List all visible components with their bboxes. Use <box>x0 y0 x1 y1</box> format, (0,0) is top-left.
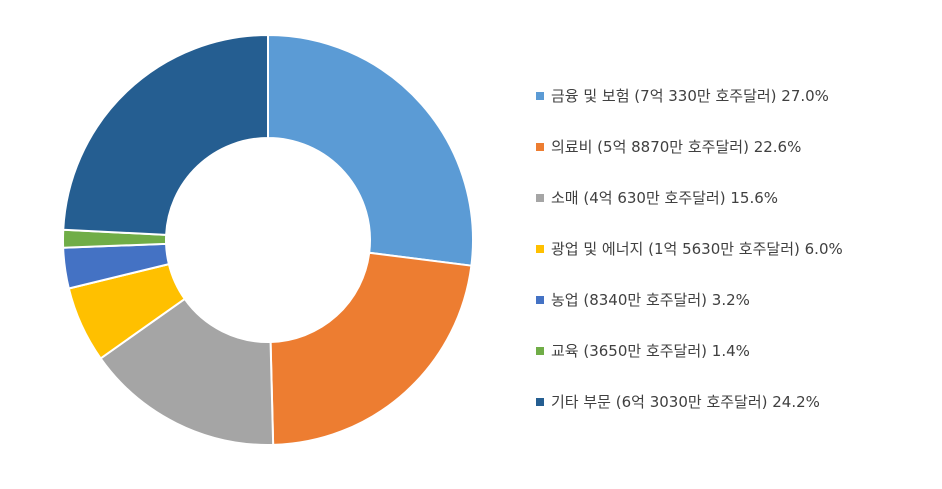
legend-item-finance: 금융 및 보험 (7억 330만 호주달러) 27.0% <box>536 70 936 121</box>
legend-swatch <box>536 91 544 100</box>
legend-item-education: 교육 (3650만 호주달러) 1.4% <box>536 325 936 376</box>
legend-swatch <box>536 397 544 406</box>
legend-label: 농업 (8340만 호주달러) 3.2% <box>551 291 750 309</box>
slice-retail <box>99 297 275 446</box>
legend-label: 광업 및 에너지 (1억 5630만 호주달러) 6.0% <box>551 240 843 258</box>
legend-item-other: 기타 부문 (6억 3030만 호주달러) 24.2% <box>536 376 936 427</box>
legend-item-medical: 의료비 (5억 8870만 호주달러) 22.6% <box>536 121 936 172</box>
legend-swatch <box>536 295 544 304</box>
legend-label: 의료비 (5억 8870만 호주달러) 22.6% <box>551 138 802 156</box>
legend-item-retail: 소매 (4억 630만 호주달러) 15.6% <box>536 172 936 223</box>
legend-label: 교육 (3650만 호주달러) 1.4% <box>551 342 750 360</box>
legend-swatch <box>536 346 544 355</box>
legend-label: 소매 (4억 630만 호주달러) 15.6% <box>551 189 779 207</box>
slice-medical <box>269 251 473 446</box>
legend: 금융 및 보험 (7억 330만 호주달러) 27.0% 의료비 (5억 887… <box>536 70 936 427</box>
slice-finance <box>267 33 474 267</box>
legend-item-mining-energy: 광업 및 에너지 (1억 5630만 호주달러) 6.0% <box>536 223 936 274</box>
slice-other <box>62 33 269 236</box>
legend-item-agriculture: 농업 (8340만 호주달러) 3.2% <box>536 274 936 325</box>
legend-swatch <box>536 142 544 151</box>
legend-swatch <box>536 244 544 253</box>
legend-label: 기타 부문 (6억 3030만 호주달러) 24.2% <box>551 393 820 411</box>
legend-swatch <box>536 193 544 202</box>
legend-label: 금융 및 보험 (7억 330만 호주달러) 27.0% <box>551 87 829 105</box>
